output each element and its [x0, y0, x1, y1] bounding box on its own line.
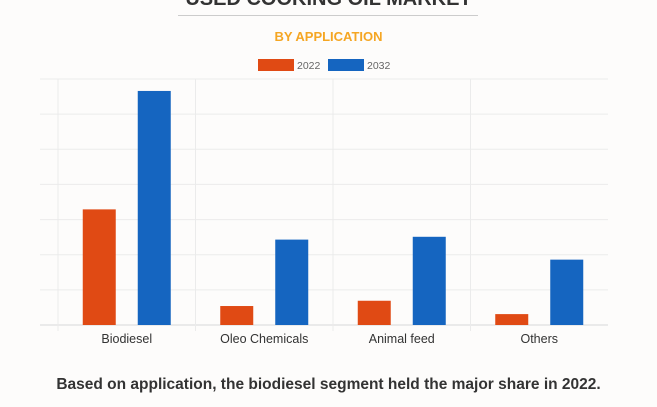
x-tick-label: Oleo Chemicals [220, 332, 308, 346]
bar-chart: Biodiesel Oleo Chemicals Animal feed Others… [40, 59, 608, 346]
legend-label: 2022 [297, 60, 321, 72]
bar-2032-others [550, 259, 584, 325]
legend-swatch-2022 [258, 59, 294, 71]
title-divider [178, 15, 478, 16]
chart-subtitle: BY APPLICATION [274, 29, 383, 44]
bar-2022-oleo-chemicals [220, 306, 254, 325]
bar-2022-others [495, 314, 529, 325]
x-tick-label: Animal feed [369, 332, 435, 346]
bar-2032-biodiesel [137, 90, 171, 325]
legend-swatch-2032 [328, 59, 364, 71]
bar-2032-animal-feed [412, 236, 446, 325]
legend-label: 2032 [367, 60, 391, 72]
x-tick-label: Biodiesel [101, 332, 152, 346]
bar-2022-biodiesel [82, 209, 116, 325]
chart-title: USED COOKING OIL MARKET [0, 0, 657, 11]
bar-2022-animal-feed [357, 300, 391, 325]
x-tick-label: Others [520, 332, 558, 346]
chart-caption: Based on application, the biodiesel segm… [56, 376, 601, 393]
bar-2032-oleo-chemicals [275, 239, 309, 325]
